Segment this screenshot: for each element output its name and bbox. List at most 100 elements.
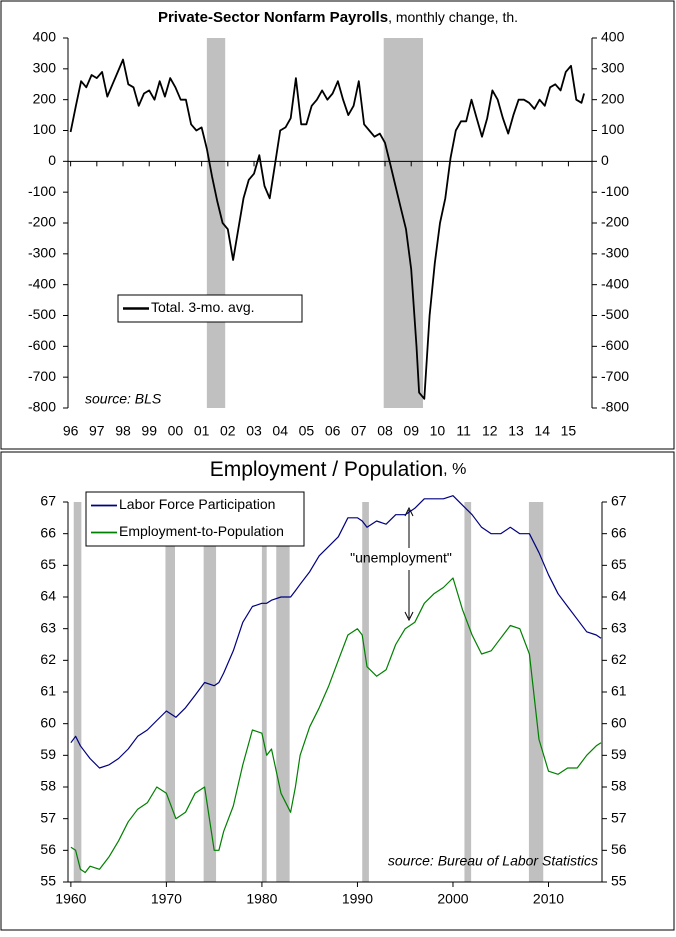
x-tick-label: 10 xyxy=(430,423,446,439)
x-tick-label: 1970 xyxy=(151,891,182,907)
x-tick-label: 08 xyxy=(377,423,393,439)
y2-tick-label: 66 xyxy=(611,524,627,540)
y-tick-label: 100 xyxy=(33,121,57,137)
y-tick-label: 65 xyxy=(40,556,56,572)
y-tick-label: -200 xyxy=(28,214,56,230)
x-tick-label: 06 xyxy=(325,423,341,439)
y2-tick-label: -100 xyxy=(601,183,629,199)
y2-tick-label: 61 xyxy=(611,683,627,699)
legend-label: Employment-to-Population xyxy=(119,523,284,539)
series-line xyxy=(69,58,585,400)
y2-tick-label: 0 xyxy=(601,152,609,168)
y2-tick-label: -500 xyxy=(601,306,629,322)
y-tick-label: 0 xyxy=(48,152,56,168)
y-tick-label: -400 xyxy=(28,275,56,291)
x-tick-label: 14 xyxy=(534,423,550,439)
y2-tick-label: -800 xyxy=(601,399,629,415)
y2-tick-label: 100 xyxy=(601,121,625,137)
x-tick-label: 04 xyxy=(272,423,288,439)
y2-tick-label: 62 xyxy=(611,651,627,667)
title-main: Private-Sector Nonfarm Payrolls xyxy=(158,9,388,26)
x-tick-label: 1990 xyxy=(342,891,373,907)
y-tick-label: 300 xyxy=(33,60,57,76)
y2-tick-label: -600 xyxy=(601,337,629,353)
x-tick-label: 02 xyxy=(220,423,236,439)
x-tick-label: 99 xyxy=(141,423,157,439)
x-tick-label: 96 xyxy=(63,423,79,439)
x-tick-label: 07 xyxy=(351,423,367,439)
x-tick-label: 13 xyxy=(508,423,524,439)
recession-band xyxy=(261,502,267,882)
legend-label: Total. 3-mo. avg. xyxy=(151,299,255,315)
y2-tick-label: 63 xyxy=(611,619,627,635)
y-tick-label: 58 xyxy=(40,778,56,794)
title-sub: , % xyxy=(443,461,466,478)
y2-tick-label: -300 xyxy=(601,245,629,261)
y2-tick-label: 300 xyxy=(601,60,625,76)
y-tick-label: -300 xyxy=(28,245,56,261)
x-tick-label: 09 xyxy=(403,423,419,439)
x-tick-label: 2010 xyxy=(533,891,564,907)
y2-tick-label: 65 xyxy=(611,556,627,572)
y2-tick-label: -400 xyxy=(601,275,629,291)
y2-tick-label: 56 xyxy=(611,841,627,857)
y-tick-label: -600 xyxy=(28,337,56,353)
y-tick-label: 64 xyxy=(40,588,56,604)
chart-title: Employment / Population, % xyxy=(210,458,467,481)
x-tick-label: 05 xyxy=(299,423,315,439)
x-tick-label: 12 xyxy=(482,423,498,439)
y-tick-label: 66 xyxy=(40,524,56,540)
x-tick-label: 03 xyxy=(246,423,262,439)
y-tick-label: 56 xyxy=(40,841,56,857)
annotation: source: BLS xyxy=(85,391,162,407)
recession-band xyxy=(528,502,544,882)
arrow-down-head xyxy=(404,611,414,622)
y-tick-label: 59 xyxy=(40,746,56,762)
y2-tick-label: -200 xyxy=(601,214,629,230)
title-main: Employment / Population xyxy=(210,458,443,481)
x-tick-label: 2000 xyxy=(437,891,468,907)
x-tick-label: 98 xyxy=(115,423,131,439)
top-panel-border xyxy=(0,0,675,450)
y-tick-label: 63 xyxy=(40,619,56,635)
recession-band xyxy=(165,502,175,882)
x-tick-label: 1960 xyxy=(55,891,86,907)
y2-tick-label: -700 xyxy=(601,368,629,384)
y2-tick-label: 400 xyxy=(601,29,625,45)
title-sub: , monthly change, th. xyxy=(388,9,518,25)
y-tick-label: 400 xyxy=(33,29,57,45)
series-line xyxy=(70,577,602,874)
y-tick-label: -100 xyxy=(28,183,56,199)
annotation: source: Bureau of Labor Statistics xyxy=(388,853,598,869)
y2-tick-label: 60 xyxy=(611,714,627,730)
x-tick-label: 11 xyxy=(456,423,471,439)
legend-box xyxy=(85,491,305,547)
recession-band xyxy=(276,502,290,882)
recession-band xyxy=(203,502,217,882)
y-tick-label: 67 xyxy=(40,493,56,509)
y2-tick-label: 64 xyxy=(611,588,627,604)
y-tick-label: -700 xyxy=(28,368,56,384)
y-tick-label: 57 xyxy=(40,809,56,825)
chart-title: Private-Sector Nonfarm Payrolls, monthly… xyxy=(158,9,518,26)
recession-band xyxy=(362,502,369,882)
annotation: "unemployment" xyxy=(350,550,452,566)
y-tick-label: 62 xyxy=(40,651,56,667)
legend-label: Labor Force Participation xyxy=(119,496,275,512)
y-tick-label: 61 xyxy=(40,683,56,699)
y2-tick-label: 58 xyxy=(611,778,627,794)
y-tick-label: -500 xyxy=(28,306,56,322)
y2-tick-label: 57 xyxy=(611,809,627,825)
x-tick-label: 15 xyxy=(561,423,577,439)
y2-tick-label: 55 xyxy=(611,873,627,889)
y-tick-label: 55 xyxy=(40,873,56,889)
x-tick-label: 97 xyxy=(89,423,105,439)
x-tick-label: 1980 xyxy=(246,891,277,907)
recession-band xyxy=(73,502,82,882)
series-line xyxy=(70,495,602,769)
y-tick-label: 200 xyxy=(33,90,57,106)
y-tick-label: -800 xyxy=(28,399,56,415)
recession-band xyxy=(464,502,472,882)
x-tick-label: 00 xyxy=(168,423,184,439)
